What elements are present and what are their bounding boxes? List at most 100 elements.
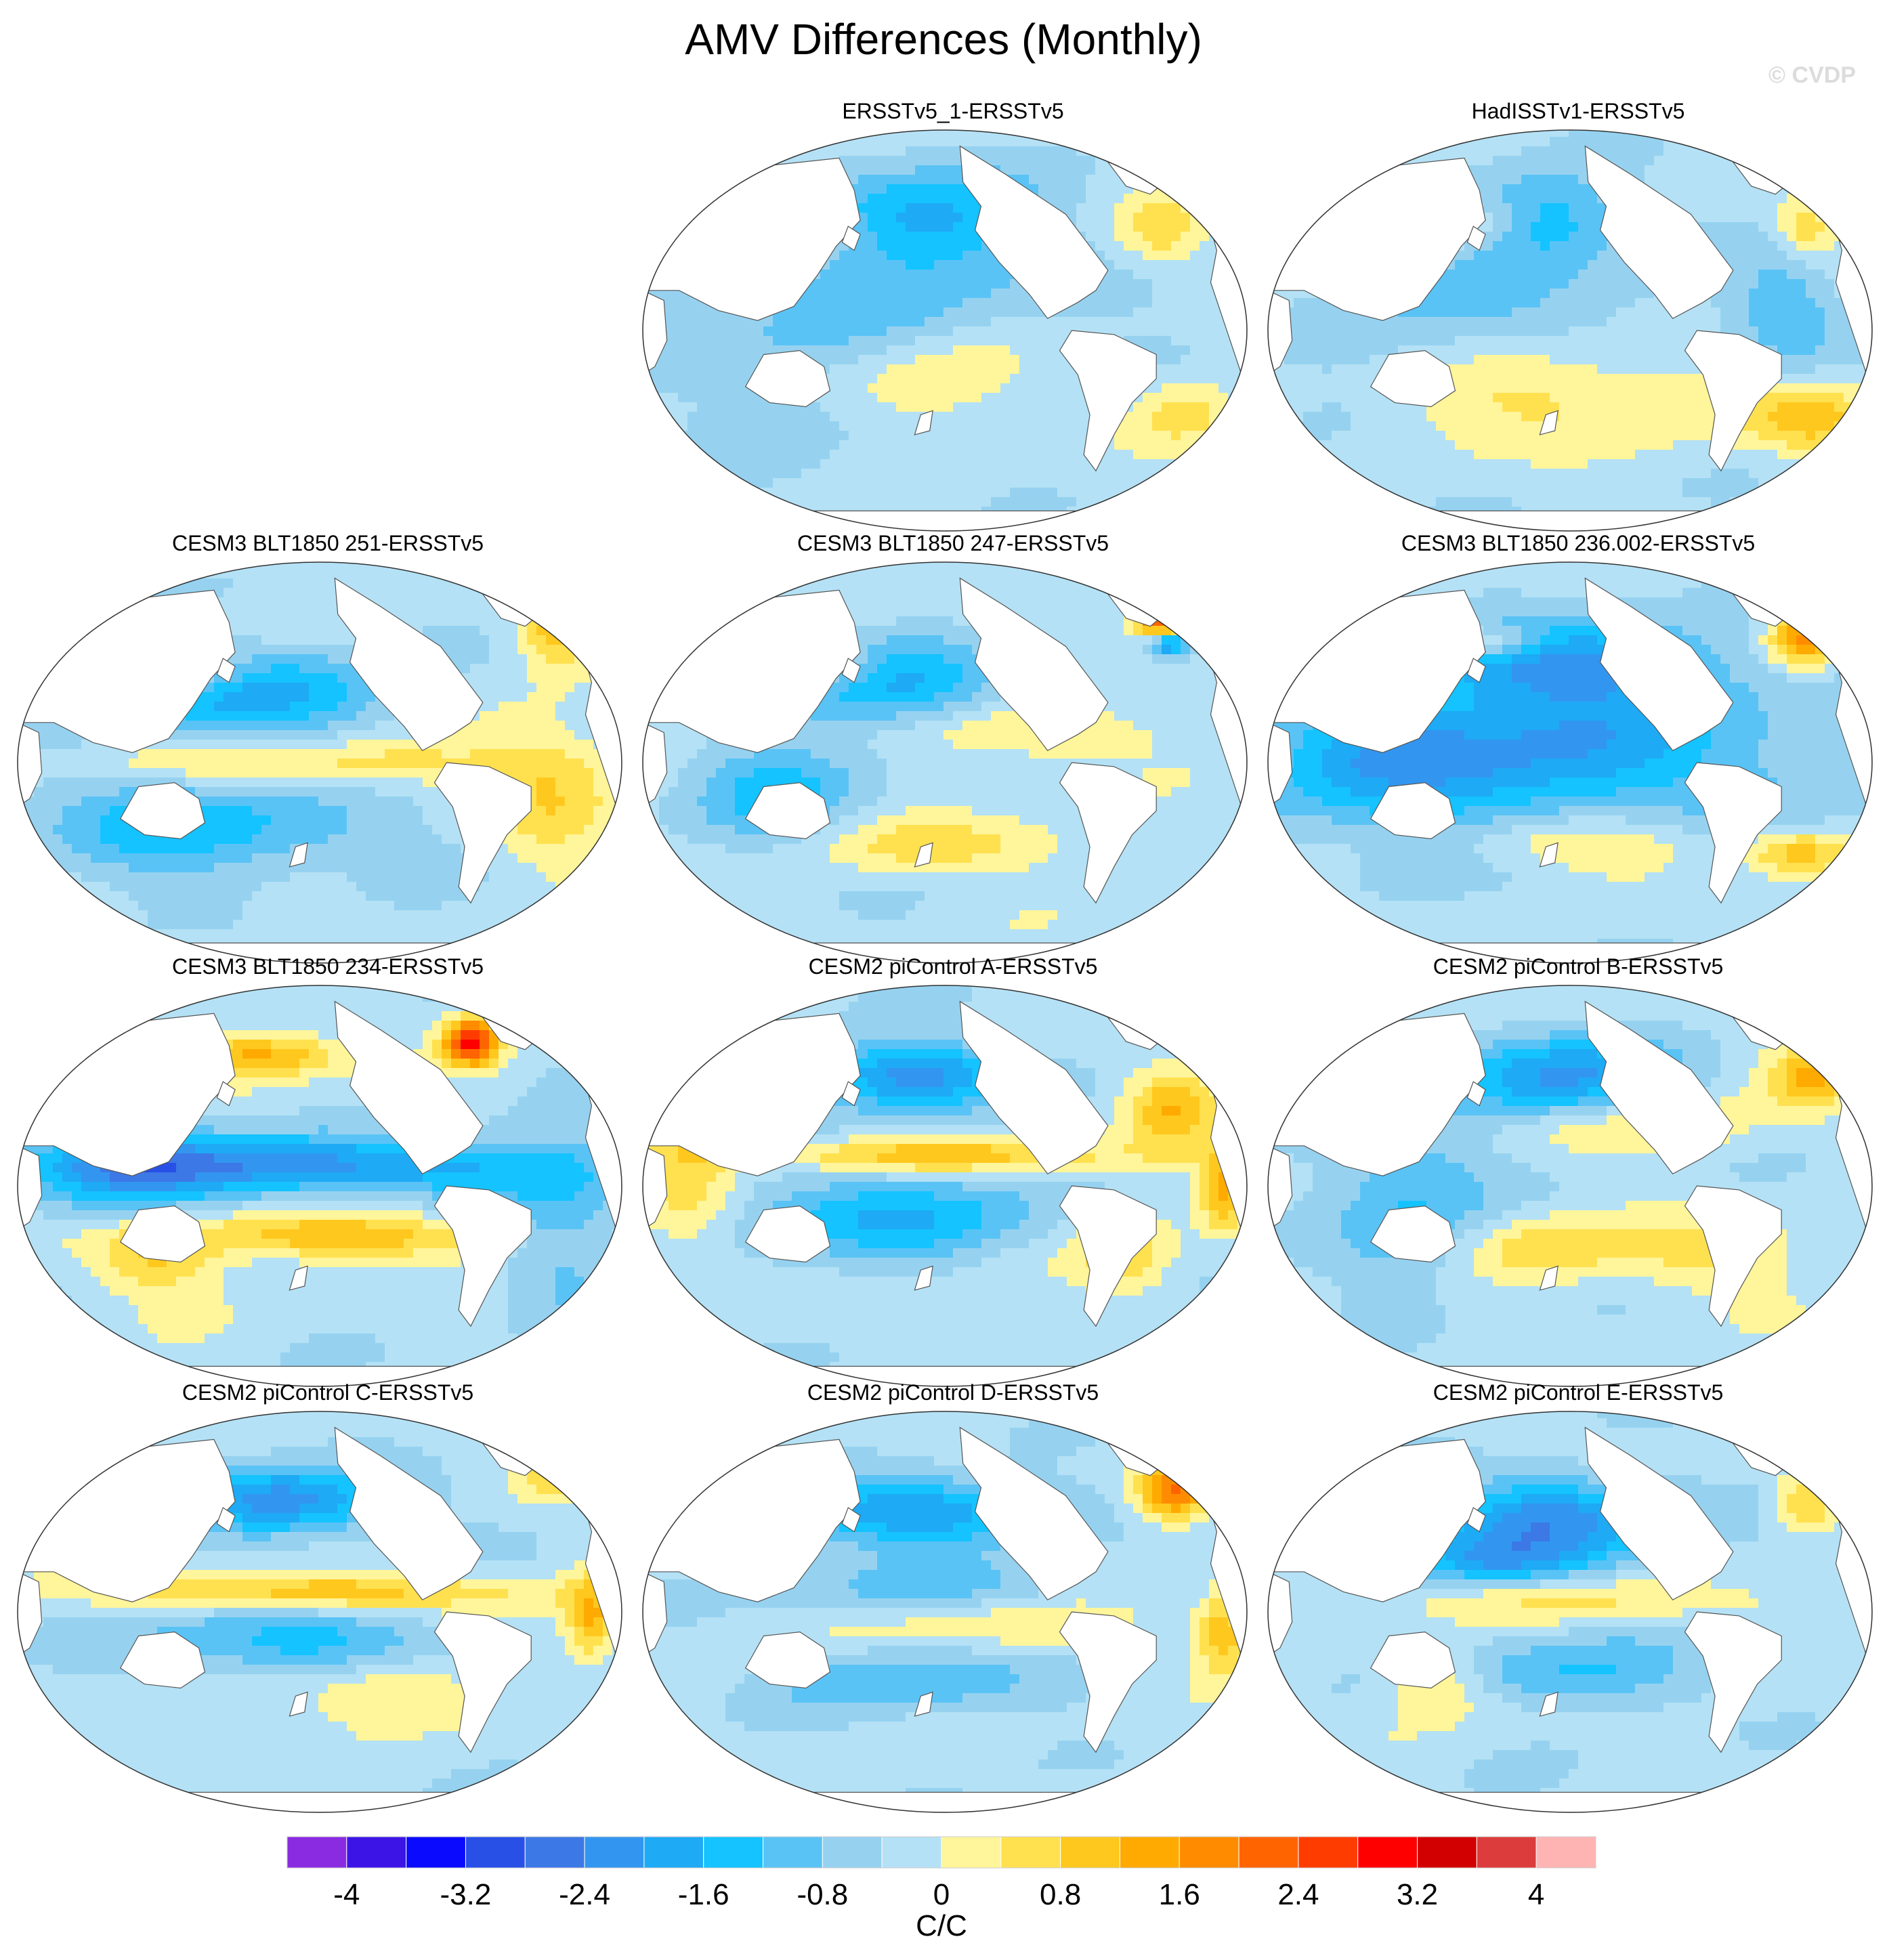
field-cell	[1313, 383, 1323, 393]
field-cell	[1578, 194, 1588, 204]
field-cell	[1559, 270, 1569, 280]
field-cell	[1825, 241, 1835, 251]
field-cell	[877, 232, 887, 242]
field-cell	[1398, 431, 1408, 441]
field-cell	[62, 635, 72, 645]
field-cell	[404, 562, 414, 570]
field-cell	[1692, 402, 1702, 412]
field-cell	[1294, 355, 1304, 365]
field-cell	[1133, 431, 1143, 441]
field-cell	[896, 412, 906, 422]
field-cell	[1777, 279, 1787, 289]
field-cell	[839, 279, 849, 289]
field-cell	[934, 241, 944, 251]
field-cell	[470, 578, 480, 589]
field-cell	[1626, 374, 1636, 384]
field-cell	[953, 488, 963, 498]
field-cell	[1086, 317, 1096, 327]
field-cell	[1616, 326, 1626, 337]
field-cell	[242, 588, 253, 598]
field-cell	[915, 241, 925, 251]
field-cell	[1768, 203, 1778, 213]
field-cell	[385, 569, 395, 579]
field-cell	[1578, 156, 1588, 166]
field-cell	[1360, 336, 1370, 346]
field-cell	[1663, 488, 1674, 498]
field-cell	[1692, 516, 1702, 526]
field-cell	[1597, 383, 1607, 393]
field-cell	[1133, 289, 1143, 299]
field-cell	[1143, 213, 1153, 223]
field-cell	[1777, 478, 1787, 488]
field-cell	[962, 478, 973, 488]
field-cell	[858, 146, 868, 156]
field-cell	[1635, 364, 1645, 375]
field-cell	[1550, 326, 1560, 337]
field-cell	[1247, 336, 1250, 346]
field-cell	[725, 440, 736, 450]
field-cell	[1597, 393, 1607, 403]
field-cell	[261, 645, 272, 655]
field-cell	[1569, 402, 1579, 412]
field-cell	[1540, 478, 1550, 488]
field-cell	[944, 298, 954, 308]
field-cell	[1692, 478, 1702, 488]
field-cell	[1701, 156, 1712, 166]
field-cell	[763, 317, 773, 327]
field-cell	[877, 402, 887, 412]
field-cell	[1559, 478, 1569, 488]
field-cell	[1057, 175, 1067, 185]
field-cell	[1777, 412, 1787, 422]
land-mask	[643, 289, 668, 376]
field-cell	[669, 402, 679, 412]
field-cell	[499, 645, 509, 655]
field-cell	[915, 137, 925, 147]
field-cell	[1000, 146, 1011, 156]
field-cell	[1398, 450, 1408, 460]
field-cell	[1787, 317, 1797, 327]
field-cell	[1200, 317, 1210, 327]
field-cell	[934, 156, 944, 166]
field-cell	[1673, 440, 1683, 450]
field-cell	[1512, 450, 1522, 460]
field-cell	[1531, 175, 1541, 185]
field-cell	[1341, 393, 1351, 403]
field-cell	[1133, 412, 1143, 422]
field-cell	[461, 645, 471, 655]
field-cell	[1048, 326, 1058, 337]
field-cell	[1341, 440, 1351, 450]
field-cell	[1114, 156, 1124, 166]
field-cell	[1815, 421, 1825, 431]
field-cell	[906, 345, 916, 356]
field-cell	[1806, 317, 1816, 327]
field-cell	[1787, 450, 1797, 460]
field-cell	[1758, 488, 1768, 498]
field-cell	[906, 146, 916, 156]
field-cell	[1218, 374, 1229, 384]
field-cell	[934, 336, 944, 346]
field-cell	[981, 270, 992, 280]
field-cell	[1739, 431, 1750, 441]
field-cell	[744, 165, 755, 175]
field-cell	[1057, 184, 1067, 194]
field-cell	[1578, 222, 1588, 232]
field-cell	[1749, 260, 1759, 270]
field-cell	[1360, 402, 1370, 412]
field-cell	[744, 412, 755, 422]
field-cell	[186, 569, 196, 579]
field-cell	[1825, 412, 1835, 422]
field-cell	[735, 431, 745, 441]
field-cell	[1388, 469, 1399, 479]
field-cell	[1294, 374, 1304, 384]
field-cell	[1152, 298, 1162, 308]
field-cell	[299, 578, 310, 589]
field-cell	[1048, 184, 1058, 194]
field-cell	[1825, 270, 1835, 280]
field-cell	[1540, 298, 1550, 308]
field-cell	[934, 203, 944, 213]
field-cell	[1815, 232, 1825, 242]
field-cell	[1806, 270, 1816, 280]
field-cell	[1181, 345, 1191, 356]
field-cell	[1038, 156, 1048, 166]
field-cell	[1796, 307, 1806, 318]
